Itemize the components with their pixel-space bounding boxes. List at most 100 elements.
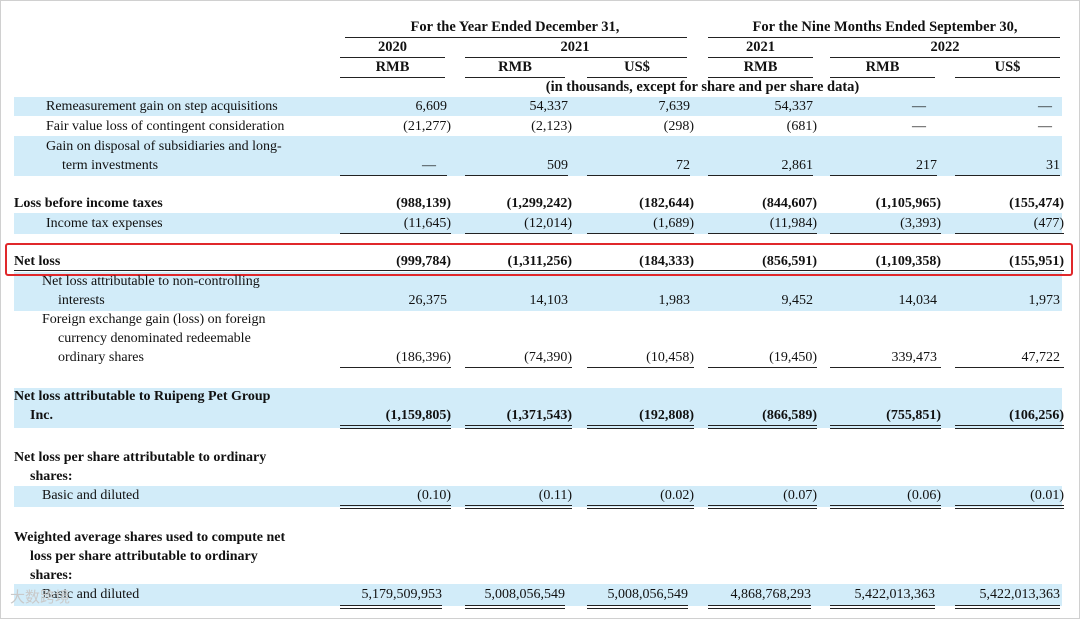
header-divider xyxy=(708,77,813,78)
header-divider xyxy=(465,77,565,78)
row-label: Net loss attributable to Ruipeng Pet Gro… xyxy=(14,389,271,404)
cell: 5,422,013,363 xyxy=(979,587,1061,602)
cell: (155,951) xyxy=(1009,254,1064,269)
header-currency: US$ xyxy=(994,59,1021,75)
cell: 2,861 xyxy=(781,158,814,173)
cell: (0.10) xyxy=(417,488,451,503)
row-label: Inc. xyxy=(30,408,53,423)
row-label: interests xyxy=(58,293,105,308)
header-nm-2022: 2022 xyxy=(930,39,960,55)
cell: (988,139) xyxy=(396,196,451,211)
subtotal-rule xyxy=(708,233,817,234)
cell: 14,034 xyxy=(898,293,938,308)
cell: (155,474) xyxy=(1009,196,1064,211)
subtotal-rule xyxy=(830,233,941,234)
total-double-rule xyxy=(708,605,811,609)
row-band xyxy=(14,584,1062,606)
row-label: currency denominated redeemable xyxy=(58,331,251,346)
cell: — xyxy=(1038,119,1052,134)
cell: (755,851) xyxy=(886,408,941,423)
cell: 14,103 xyxy=(529,293,569,308)
cell: 5,422,013,363 xyxy=(854,587,936,602)
subtotal-rule xyxy=(708,367,817,368)
cell: (1,371,543) xyxy=(506,408,572,423)
cell: 7,639 xyxy=(658,99,691,114)
row-label: Weighted average shares used to compute … xyxy=(14,530,286,545)
cell: (0.06) xyxy=(907,488,941,503)
header-currency: RMB xyxy=(375,59,410,75)
cell: (298) xyxy=(663,119,694,134)
row-label: Net loss attributable to non-controlling xyxy=(42,274,260,289)
subtotal-rule xyxy=(340,367,451,368)
cell: 9,452 xyxy=(781,293,814,308)
cell: (999,784) xyxy=(396,254,451,269)
total-double-rule xyxy=(708,425,817,429)
row-label: loss per share attributable to ordinary xyxy=(30,549,258,564)
row-label: Remeasurement gain on step acquisitions xyxy=(46,99,278,114)
row-band xyxy=(14,136,1062,176)
cell: (0.11) xyxy=(538,488,572,503)
row-label: shares: xyxy=(30,469,73,484)
subtotal-rule xyxy=(465,233,572,234)
header-divider xyxy=(830,77,935,78)
header-nine-month-group: For the Nine Months Ended September 30, xyxy=(752,19,1018,35)
header-divider xyxy=(708,37,1060,38)
header-year-2020: 2020 xyxy=(378,39,407,55)
cell: (866,589) xyxy=(762,408,817,423)
cell: 5,008,056,549 xyxy=(607,587,689,602)
cell: (10,458) xyxy=(646,350,694,365)
total-double-rule xyxy=(587,505,694,509)
cell: 54,337 xyxy=(529,99,569,114)
cell: (0.01) xyxy=(1030,488,1064,503)
header-currency: RMB xyxy=(743,59,778,75)
row-label: Net loss xyxy=(14,254,61,269)
header-nm-2021: 2021 xyxy=(746,39,775,55)
cell: (182,644) xyxy=(639,196,694,211)
cell: 26,375 xyxy=(408,293,448,308)
cell: (11,984) xyxy=(769,216,817,231)
cell: 54,337 xyxy=(774,99,814,114)
units-note: (in thousands, except for share and per … xyxy=(545,79,860,95)
highlight-box xyxy=(5,243,1073,276)
header-currency: RMB xyxy=(865,59,900,75)
row-band xyxy=(14,486,1062,507)
subtotal-rule xyxy=(830,175,937,176)
row-band xyxy=(14,272,1062,311)
cell: (12,014) xyxy=(524,216,572,231)
cell: 31 xyxy=(1046,158,1060,173)
cell: (844,607) xyxy=(762,196,817,211)
cell: (186,396) xyxy=(396,350,451,365)
subtotal-rule xyxy=(708,175,813,176)
cell: — xyxy=(912,99,926,114)
total-double-rule xyxy=(708,505,817,509)
subtotal-rule xyxy=(587,367,694,368)
watermark: 大数跨境 xyxy=(10,588,71,606)
cell: (2,123) xyxy=(531,119,572,134)
total-double-rule xyxy=(955,605,1060,609)
cell: 509 xyxy=(547,158,568,173)
total-double-rule xyxy=(465,605,565,609)
cell: (184,333) xyxy=(639,254,694,269)
cell: (1,105,965) xyxy=(875,196,941,211)
row-band xyxy=(14,97,1062,116)
subtotal-rule xyxy=(587,175,690,176)
cell: (1,159,805) xyxy=(385,408,451,423)
header-divider xyxy=(708,57,813,58)
row-label: Loss before income taxes xyxy=(14,196,163,211)
row-label: Basic and diluted xyxy=(42,488,140,503)
cell: (192,808) xyxy=(639,408,694,423)
header-divider xyxy=(830,57,1060,58)
cell: 217 xyxy=(916,158,937,173)
header-divider xyxy=(465,57,687,58)
cell: (21,277) xyxy=(403,119,451,134)
cell: (477) xyxy=(1033,216,1064,231)
row-label: Gain on disposal of subsidiaries and lon… xyxy=(46,139,282,154)
subtotal-rule xyxy=(830,367,941,368)
row-band xyxy=(14,388,1062,428)
header-currency: US$ xyxy=(624,59,650,75)
total-double-rule xyxy=(830,505,941,509)
cell: 4,868,768,293 xyxy=(730,587,812,602)
row-label: Foreign exchange gain (loss) on foreign xyxy=(42,312,266,327)
total-double-rule xyxy=(465,425,572,429)
total-double-rule xyxy=(465,505,572,509)
